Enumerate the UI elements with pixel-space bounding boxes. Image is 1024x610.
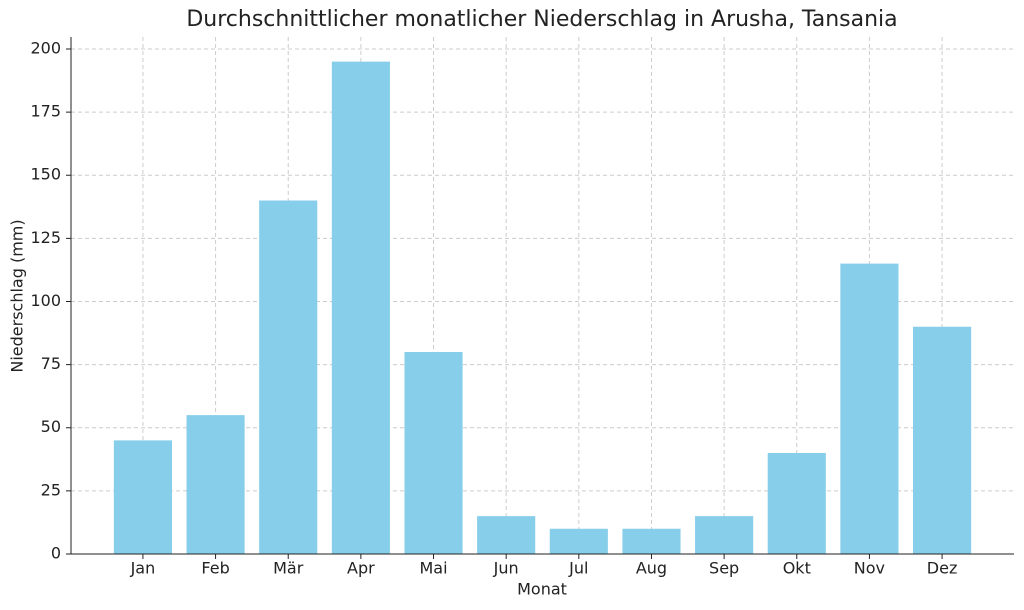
x-tick-label: Jul: [568, 559, 588, 578]
y-tick-label: 25: [41, 480, 61, 499]
y-tick-label: 125: [30, 228, 61, 247]
y-tick-label: 175: [30, 102, 61, 121]
x-tick-label: Mär: [273, 559, 304, 578]
x-tick-label: Jan: [130, 559, 156, 578]
bar: [477, 516, 536, 554]
y-tick-label: 150: [30, 165, 61, 184]
x-tick-label: Sep: [709, 559, 739, 578]
y-tick-label: 200: [30, 38, 61, 57]
bar: [259, 200, 318, 554]
x-tick-label: Nov: [854, 559, 885, 578]
x-tick-label: Apr: [347, 559, 375, 578]
bar: [913, 326, 972, 554]
bar: [767, 452, 826, 554]
y-tick-label: 100: [30, 291, 61, 310]
y-tick-label: 75: [41, 354, 61, 373]
x-tick-label: Mai: [419, 559, 447, 578]
x-tick-label: Aug: [636, 559, 667, 578]
y-tick-label: 0: [51, 544, 61, 563]
x-tick-label: Okt: [783, 559, 811, 578]
chart-title: Durchschnittlicher monatlicher Niedersch…: [186, 7, 897, 32]
x-tick-label: Jun: [493, 559, 519, 578]
bar: [186, 415, 245, 554]
bar: [622, 528, 681, 554]
bar: [695, 516, 754, 554]
x-axis-label: Monat: [517, 580, 567, 599]
x-tick-label: Feb: [201, 559, 229, 578]
bar: [404, 351, 463, 554]
x-tick-label: Dez: [927, 559, 958, 578]
y-axis-label: Niederschlag (mm): [8, 219, 27, 372]
bar: [549, 528, 608, 554]
bar: [840, 263, 899, 554]
y-tick-label: 50: [41, 417, 61, 436]
bar: [331, 61, 390, 554]
bar: [113, 440, 172, 554]
